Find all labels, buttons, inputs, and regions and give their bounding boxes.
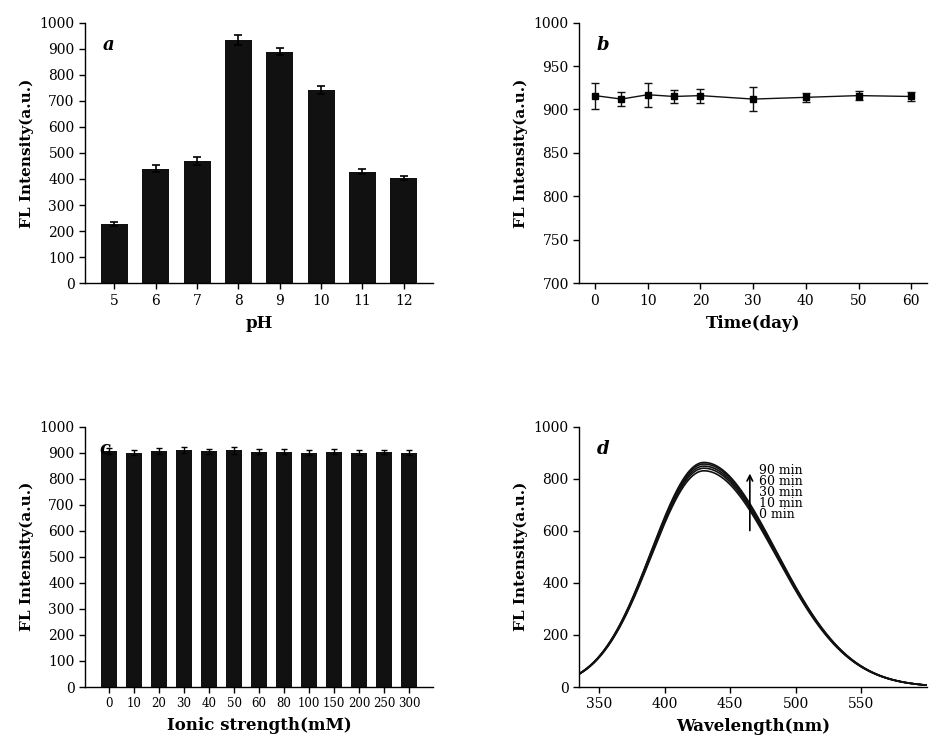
Bar [276, 451, 292, 687]
Text: 10 min: 10 min [759, 497, 803, 510]
Bar [401, 452, 417, 687]
Bar [151, 451, 167, 687]
Text: 30 min: 30 min [759, 486, 803, 499]
Y-axis label: FL Intensity(a.u.): FL Intensity(a.u.) [514, 482, 528, 631]
Text: b: b [597, 35, 609, 54]
Text: 0 min: 0 min [759, 508, 795, 521]
Bar [226, 451, 242, 687]
Bar [307, 90, 335, 283]
Bar [391, 177, 417, 283]
X-axis label: pH: pH [245, 315, 272, 331]
Bar [142, 168, 169, 283]
Text: 90 min: 90 min [759, 464, 802, 477]
Y-axis label: FL Intensity(a.u.): FL Intensity(a.u.) [20, 79, 34, 227]
Bar [301, 452, 317, 687]
Text: d: d [597, 439, 609, 458]
Y-axis label: FL Intensity(a.u.): FL Intensity(a.u.) [20, 482, 34, 631]
Bar [351, 452, 367, 687]
Bar [267, 52, 293, 283]
Text: a: a [102, 35, 114, 54]
Bar [101, 223, 128, 283]
Bar [251, 451, 267, 687]
Bar [176, 450, 192, 687]
Text: 60 min: 60 min [759, 475, 803, 488]
Bar [225, 40, 252, 283]
Bar [349, 171, 376, 283]
X-axis label: Wavelength(nm): Wavelength(nm) [676, 719, 831, 735]
X-axis label: Ionic strength(mM): Ionic strength(mM) [166, 717, 352, 735]
Text: c: c [99, 439, 110, 458]
Bar [184, 162, 211, 283]
Y-axis label: FL Intensity(a.u.): FL Intensity(a.u.) [514, 79, 528, 227]
Bar [326, 451, 342, 687]
X-axis label: Time(day): Time(day) [706, 315, 800, 331]
Bar [201, 451, 218, 687]
Bar [376, 452, 393, 687]
Bar [101, 451, 117, 687]
Bar [126, 452, 142, 687]
